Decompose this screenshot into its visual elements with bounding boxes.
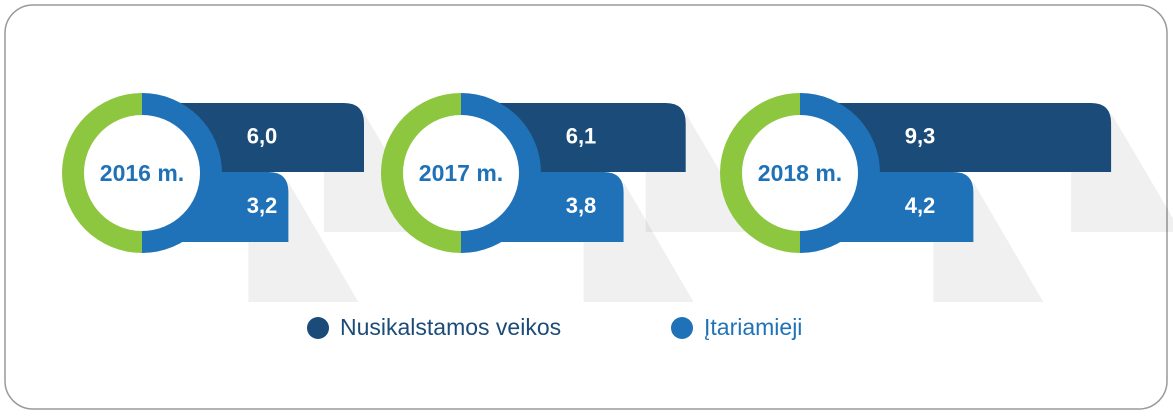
- value-label: 6,0: [247, 123, 278, 148]
- value-label: 6,1: [566, 123, 597, 148]
- value-label: 9,3: [905, 123, 936, 148]
- legend-label: Įtariamieji: [704, 314, 802, 340]
- year-label: 2018 m.: [758, 160, 842, 186]
- value-label: 3,8: [566, 193, 597, 218]
- bar-shadow: [933, 182, 1044, 302]
- ring-center: [84, 115, 200, 231]
- bar-shadow: [1071, 113, 1173, 232]
- bar-shadow: [583, 182, 694, 302]
- legend-marker: [307, 317, 329, 339]
- ring-center: [403, 115, 519, 231]
- year-label: 2016 m.: [100, 160, 184, 186]
- legend-label: Nusikalstamos veikos: [340, 314, 561, 340]
- value-label: 3,2: [247, 193, 278, 218]
- legend-marker: [671, 317, 693, 339]
- ring-center: [742, 115, 858, 231]
- value-label: 4,2: [905, 193, 936, 218]
- bar-shadow: [248, 182, 359, 302]
- year-label: 2017 m.: [419, 160, 503, 186]
